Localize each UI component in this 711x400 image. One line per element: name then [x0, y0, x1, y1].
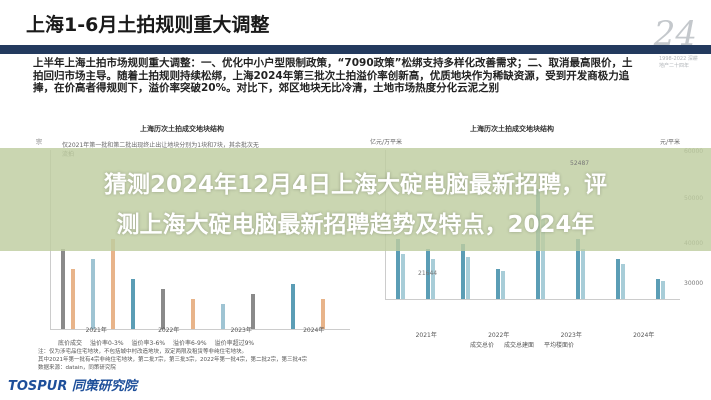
year-label: 2023年 [560, 332, 582, 339]
headline-overlay: 猜测2024年12月4日上海大碇电脑最新招聘，评 测上海大碇电脑最新招聘趋势及特… [0, 148, 711, 251]
right-chart-legend: 成交总价 成交总建面 平均楼面价 [470, 340, 574, 349]
legend-item: 溢价率6-9% [173, 340, 207, 347]
year-label: 2024年 [633, 332, 655, 339]
legend-item: 底价成交 [58, 340, 83, 347]
year-label: 2021年 [85, 327, 107, 334]
brand-logo: TOSPUR 同策研究院 [8, 379, 137, 394]
slide-body-text: 上半年上海土拍市场规则重大调整：一、优化中小户型限制政策，“7090政策”松绑支… [33, 57, 633, 94]
legend-item: 成交总价 [470, 342, 495, 349]
value-label: 52487 [570, 160, 590, 167]
year-label: 2021年 [415, 332, 437, 339]
left-chart-unit: 宗 [36, 139, 43, 146]
legend-item: 溢价率0-3% [90, 340, 124, 347]
year-label: 2023年 [230, 327, 252, 334]
slide-title: 上海1-6月土拍规则重大调整 [26, 14, 270, 36]
legend-item: 平均楼面价 [544, 342, 575, 349]
title-divider-bar [0, 45, 711, 54]
right-chart-unit-right: 元/平米 [660, 139, 681, 146]
y-tick: 30000 [684, 280, 704, 287]
watermark-subtitle: 1998-2022 深耕地产二十四年 [659, 56, 698, 69]
headline-line-1: 猜测2024年12月4日上海大碇电脑最新招聘，评 [103, 172, 608, 198]
note-line: 注：仅为涉宅品住宅地块，不包括城中村改造地块，双定两限及租赁等非纯住宅地块。 [38, 349, 248, 355]
footnotes: 注：仅为涉宅品住宅地块，不包括城中村改造地块，双定两限及租赁等非纯住宅地块。 其… [38, 348, 307, 372]
legend-item: 溢价率超过9% [214, 340, 255, 347]
source-note: 数据来源：datain，同策研究院 [38, 365, 116, 371]
right-chart-title: 上海历次土拍成交地块结构 [470, 125, 554, 133]
left-chart-title: 上海历次土拍成交地块结构 [140, 125, 224, 133]
note-line: 其中2021年第一批有4宗非纯住宅地块，第二批7宗，第三批3宗，2022年第一批… [38, 357, 307, 363]
legend-item: 溢价率3-6% [131, 340, 166, 347]
year-label: 2024年 [303, 327, 325, 334]
headline-line-2: 测上海大碇电脑最新招聘趋势及特点，2024年 [116, 212, 595, 238]
value-label: 21644 [418, 270, 438, 277]
year-label: 2022年 [158, 327, 180, 334]
right-chart-unit-left: 亿元/万平米 [370, 139, 403, 146]
left-chart-legend: 底价成交 溢价率0-3% 溢价率3-6% 溢价率6-9% 溢价率超过9% [58, 338, 254, 347]
left-chart-years: 2021年 2022年 2023年 2024年 [60, 325, 350, 334]
legend-item: 成交总建面 [504, 342, 535, 349]
year-label: 2022年 [488, 332, 510, 339]
right-chart-years: 2021年 2022年 2023年 2024年 [390, 330, 680, 339]
